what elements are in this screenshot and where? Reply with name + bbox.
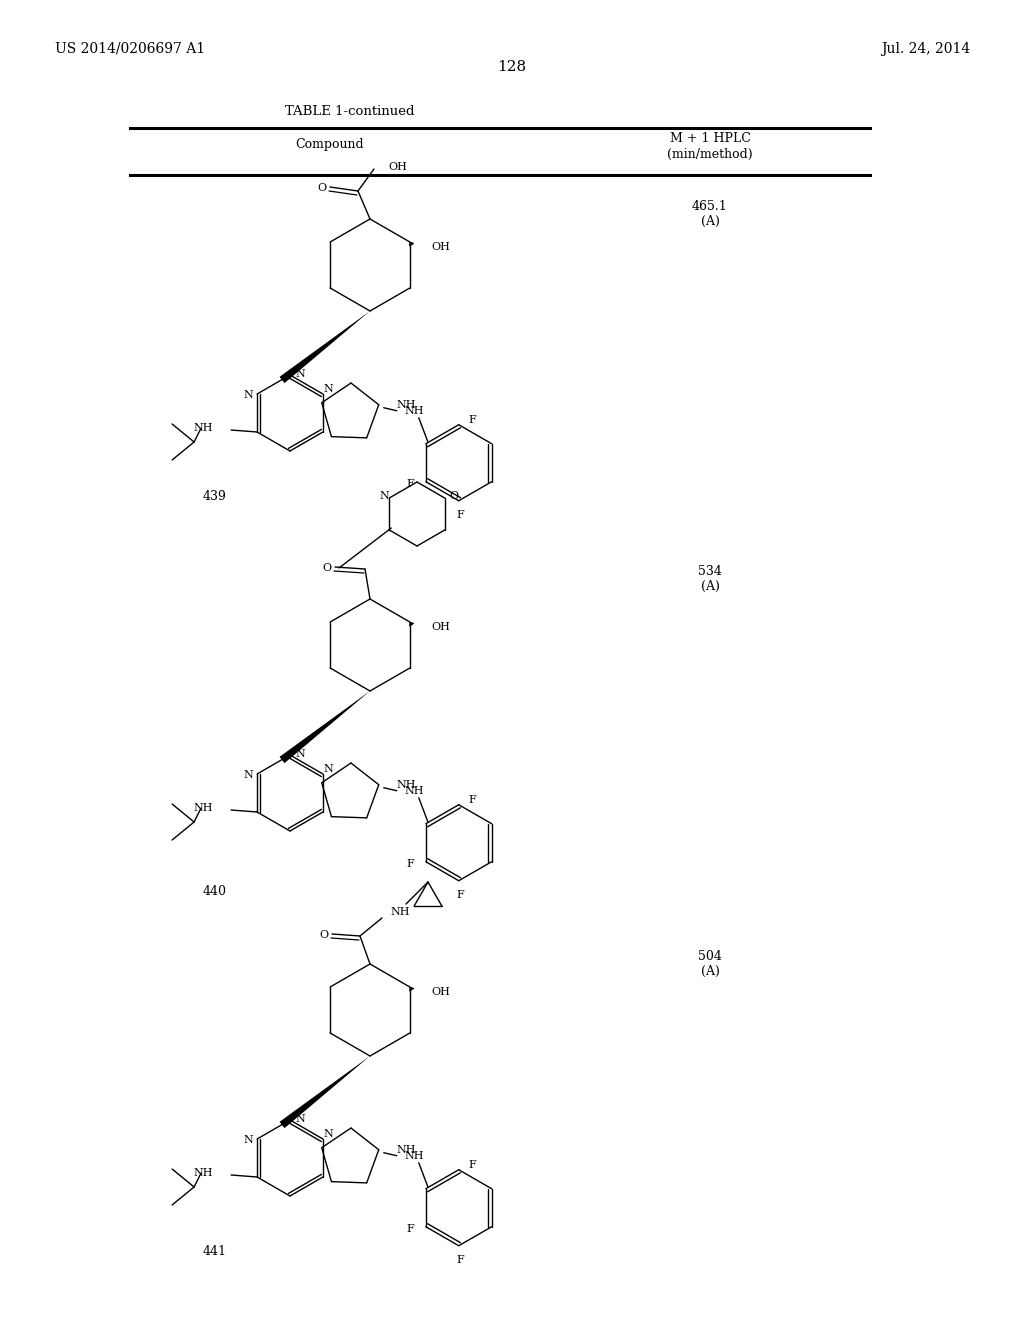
Text: N: N	[295, 370, 305, 379]
Text: 128: 128	[498, 59, 526, 74]
Text: NH: NH	[194, 422, 213, 433]
Text: NH: NH	[404, 405, 424, 416]
Text: NH: NH	[404, 785, 424, 796]
Text: Jul. 24, 2014: Jul. 24, 2014	[881, 42, 970, 55]
Text: 534: 534	[698, 565, 722, 578]
Text: (A): (A)	[700, 579, 720, 593]
Text: F: F	[457, 890, 465, 900]
Text: N: N	[244, 1135, 253, 1144]
Polygon shape	[280, 690, 370, 763]
Text: 440: 440	[203, 884, 227, 898]
Text: Compound: Compound	[296, 139, 365, 150]
Text: F: F	[469, 795, 476, 805]
Text: O: O	[317, 183, 327, 193]
Text: N: N	[380, 491, 389, 502]
Text: (A): (A)	[700, 965, 720, 978]
Text: OH: OH	[432, 622, 451, 632]
Text: TABLE 1-continued: TABLE 1-continued	[286, 106, 415, 117]
Text: 441: 441	[203, 1245, 227, 1258]
Text: F: F	[469, 414, 476, 425]
Text: N: N	[244, 770, 253, 780]
Text: OH: OH	[388, 162, 407, 172]
Text: O: O	[323, 564, 332, 573]
Text: N: N	[323, 764, 333, 774]
Polygon shape	[280, 312, 370, 383]
Text: (A): (A)	[700, 215, 720, 228]
Text: F: F	[457, 510, 465, 520]
Text: F: F	[469, 1160, 476, 1170]
Polygon shape	[280, 1056, 370, 1129]
Text: N: N	[244, 389, 253, 400]
Text: US 2014/0206697 A1: US 2014/0206697 A1	[55, 42, 205, 55]
Text: 504: 504	[698, 950, 722, 964]
Text: NH: NH	[396, 400, 416, 409]
Text: NH: NH	[390, 907, 410, 917]
Text: F: F	[407, 859, 414, 869]
Text: NH: NH	[396, 780, 416, 789]
Text: F: F	[407, 479, 414, 488]
Text: O: O	[319, 931, 329, 940]
Text: NH: NH	[194, 803, 213, 813]
Text: N: N	[323, 384, 333, 393]
Text: O: O	[450, 491, 459, 502]
Text: N: N	[295, 748, 305, 759]
Text: 465.1: 465.1	[692, 201, 728, 213]
Text: (min/method): (min/method)	[668, 148, 753, 161]
Text: OH: OH	[432, 987, 451, 997]
Text: NH: NH	[396, 1144, 416, 1155]
Text: 439: 439	[203, 490, 227, 503]
Text: NH: NH	[404, 1151, 424, 1160]
Text: M + 1 HPLC: M + 1 HPLC	[670, 132, 751, 145]
Text: F: F	[457, 1255, 465, 1265]
Text: NH: NH	[194, 1168, 213, 1177]
Text: OH: OH	[432, 242, 451, 252]
Text: N: N	[295, 1114, 305, 1125]
Text: F: F	[407, 1224, 414, 1234]
Text: N: N	[323, 1129, 333, 1139]
